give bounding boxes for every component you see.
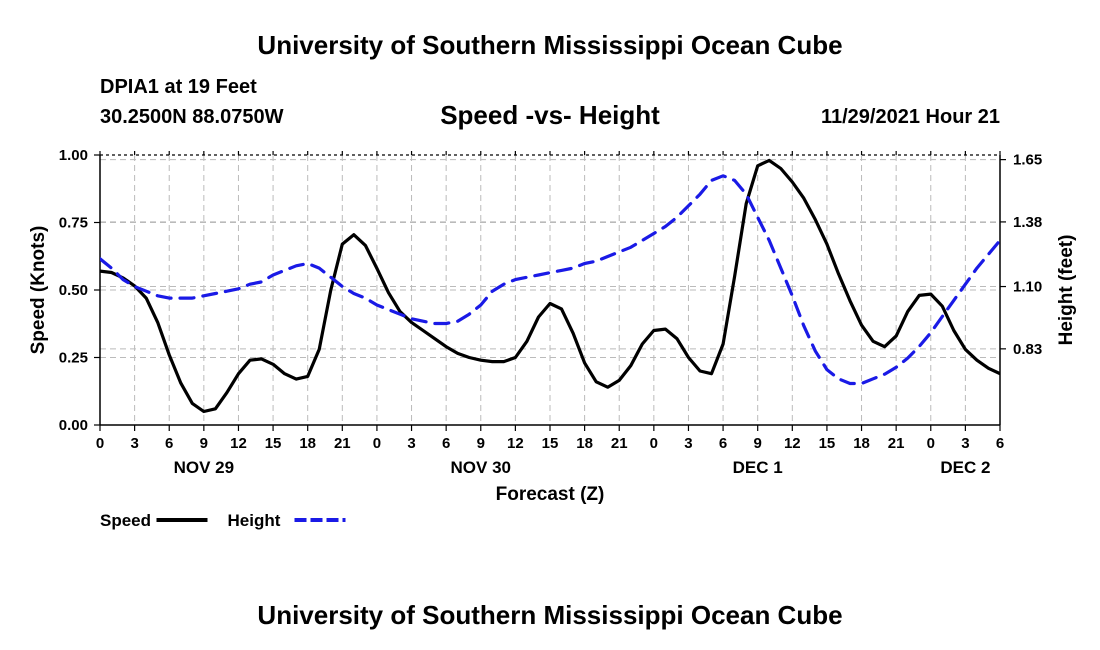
x-tick-label: 15: [542, 435, 559, 452]
y2-tick-label: 0.83: [1013, 341, 1042, 358]
y-tick-label: 0.25: [59, 350, 88, 367]
x-tick-label: 3: [407, 435, 415, 452]
x-axis-title: Forecast (Z): [496, 484, 605, 505]
x-tick-label: 15: [265, 435, 282, 452]
x-tick-label: 21: [611, 435, 628, 452]
x-tick-label: 9: [200, 435, 208, 452]
x-tick-label: 6: [442, 435, 450, 452]
x-tick-label: 9: [754, 435, 762, 452]
series-line-speed: [100, 158, 1000, 414]
y-axis-title: Speed (Knots): [28, 226, 49, 355]
chart-subtitle: Speed -vs- Height: [440, 100, 660, 130]
x-tick-label: 18: [299, 435, 316, 452]
date-label: NOV 29: [174, 458, 234, 477]
date-label: DEC 2: [940, 458, 990, 477]
x-tick-label: 6: [719, 435, 727, 452]
run-time-label: 11/29/2021 Hour 21: [820, 106, 1000, 128]
x-tick-label: 3: [961, 435, 969, 452]
x-tick-label: 0: [373, 435, 381, 452]
x-tick-label: 21: [334, 435, 351, 452]
x-tick-label: 0: [927, 435, 935, 452]
y2-axis-title: Height (feet): [1056, 235, 1077, 346]
x-tick-label: 6: [996, 435, 1004, 452]
x-tick-label: 9: [477, 435, 485, 452]
legend-label-height: Height: [228, 511, 281, 530]
x-tick-label: 6: [165, 435, 173, 452]
x-tick-label: 12: [784, 435, 801, 452]
y-tick-label: 0.00: [59, 417, 88, 434]
y2-tick-label: 1.10: [1013, 279, 1042, 296]
coordinates-label: 30.2500N 88.0750W: [100, 106, 284, 128]
y-tick-label: 0.50: [59, 282, 88, 299]
x-tick-label: 21: [888, 435, 905, 452]
x-tick-label: 3: [684, 435, 692, 452]
y2-tick-label: 1.65: [1013, 152, 1042, 169]
x-tick-label: 12: [507, 435, 524, 452]
chart-title-bottom: University of Southern Mississippi Ocean…: [257, 600, 843, 630]
date-label: NOV 30: [451, 458, 511, 477]
x-tick-label: 3: [130, 435, 138, 452]
x-tick-label: 0: [650, 435, 658, 452]
y2-tick-label: 1.38: [1013, 214, 1042, 231]
x-tick-label: 18: [576, 435, 593, 452]
x-tick-label: 15: [819, 435, 836, 452]
y-tick-label: 1.00: [59, 147, 88, 164]
date-label: DEC 1: [733, 458, 783, 477]
chart-title-top: University of Southern Mississippi Ocean…: [257, 30, 843, 60]
legend-label-speed: Speed: [100, 511, 151, 530]
y-tick-label: 0.75: [59, 215, 88, 232]
series-line-height: [100, 174, 1000, 386]
x-tick-label: 18: [853, 435, 870, 452]
x-tick-label: 0: [96, 435, 104, 452]
x-tick-label: 12: [230, 435, 247, 452]
station-label: DPIA1 at 19 Feet: [100, 76, 257, 98]
